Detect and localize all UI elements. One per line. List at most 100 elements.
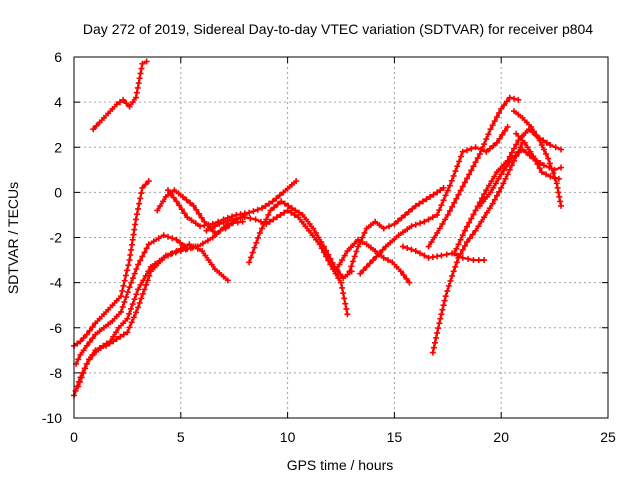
data-point-marker <box>246 209 253 216</box>
data-point-marker <box>329 259 336 266</box>
data-point-marker <box>333 266 340 273</box>
data-point-marker <box>120 331 127 338</box>
data-point-marker <box>487 126 494 133</box>
data-point-marker <box>173 198 180 205</box>
data-point-marker <box>451 199 458 206</box>
data-point-marker <box>336 261 343 268</box>
data-point-marker <box>74 340 81 347</box>
data-point-marker <box>440 184 447 191</box>
data-point-marker <box>391 236 398 243</box>
data-point-marker <box>128 241 135 248</box>
data-point-marker <box>461 227 468 234</box>
data-point-marker <box>105 110 112 117</box>
data-point-marker <box>204 237 211 244</box>
data-point-marker <box>171 187 178 194</box>
data-point-marker <box>434 330 441 337</box>
data-point-marker <box>124 329 131 336</box>
data-point-marker <box>309 232 316 239</box>
data-point-marker <box>453 195 460 202</box>
data-point-marker <box>86 356 93 363</box>
data-point-marker <box>83 342 90 349</box>
data-point-marker <box>434 189 441 196</box>
data-point-marker <box>527 148 534 155</box>
data-point-marker <box>186 241 193 248</box>
data-point-marker <box>438 311 445 318</box>
data-point-marker <box>367 222 374 229</box>
data-point-marker <box>399 243 406 250</box>
data-point-marker <box>217 227 224 234</box>
data-point-marker <box>503 98 510 105</box>
data-point-marker <box>80 347 87 354</box>
data-point-marker <box>183 196 190 203</box>
data-point-marker <box>372 218 379 225</box>
data-point-marker <box>93 122 100 129</box>
data-point-marker <box>120 282 127 289</box>
data-point-marker <box>82 365 89 372</box>
data-point-marker <box>128 246 135 253</box>
data-point-marker <box>481 141 488 148</box>
data-point-marker <box>89 351 96 358</box>
data-point-marker <box>373 253 380 260</box>
data-point-marker <box>363 241 370 248</box>
data-point-marker <box>387 239 394 246</box>
data-point-marker <box>239 218 246 225</box>
data-point-marker <box>465 255 472 262</box>
data-point-marker <box>250 208 257 215</box>
data-point-marker <box>325 251 332 258</box>
data-point-marker <box>501 102 508 109</box>
data-point-marker <box>449 203 456 210</box>
data-point-marker <box>344 248 351 255</box>
data-point-marker <box>464 147 471 154</box>
data-point-marker <box>506 94 513 101</box>
data-point-marker <box>285 202 292 209</box>
data-point-marker <box>490 142 497 149</box>
data-point-marker <box>440 197 447 204</box>
data-point-marker <box>558 164 565 171</box>
data-point-marker <box>138 295 145 302</box>
data-point-marker <box>100 311 107 318</box>
data-point-marker <box>209 234 216 241</box>
data-point-marker <box>280 189 287 196</box>
data-point-marker <box>445 283 452 290</box>
data-point-marker <box>481 214 488 221</box>
data-point-marker <box>339 284 346 291</box>
data-point-marker <box>533 132 540 139</box>
data-point-marker <box>519 114 526 121</box>
data-point-marker <box>127 305 134 312</box>
data-point-marker <box>459 246 466 253</box>
data-point-marker <box>135 304 142 311</box>
data-point-marker <box>167 251 174 258</box>
data-point-marker <box>430 344 437 351</box>
data-point-marker <box>188 217 195 224</box>
data-point-marker <box>431 234 438 241</box>
data-point-marker <box>172 249 179 256</box>
series-track-5 <box>75 243 199 390</box>
data-point-marker <box>92 347 99 354</box>
data-point-marker <box>117 293 124 300</box>
y-tick-label: 4 <box>54 94 62 110</box>
data-point-marker <box>416 200 423 207</box>
data-point-marker <box>117 333 124 340</box>
data-point-marker <box>119 288 126 295</box>
data-point-marker <box>281 200 288 207</box>
data-point-marker <box>342 300 349 307</box>
data-point-marker <box>394 217 401 224</box>
data-point-marker <box>455 191 462 198</box>
data-point-marker <box>220 219 227 226</box>
data-point-marker <box>496 109 503 116</box>
data-point-marker <box>252 216 259 223</box>
data-point-marker <box>425 243 432 250</box>
data-point-marker <box>126 103 133 110</box>
data-point-marker <box>543 171 550 178</box>
data-point-marker <box>143 58 150 65</box>
data-point-marker <box>129 99 136 106</box>
data-point-marker <box>450 172 457 179</box>
data-point-marker <box>360 267 367 274</box>
data-point-marker <box>483 193 490 200</box>
plot-area <box>71 58 565 399</box>
data-point-marker <box>100 114 107 121</box>
x-tick-label: 25 <box>600 429 616 445</box>
data-point-marker <box>408 246 415 253</box>
data-point-marker <box>508 155 515 162</box>
data-point-marker <box>96 119 103 126</box>
